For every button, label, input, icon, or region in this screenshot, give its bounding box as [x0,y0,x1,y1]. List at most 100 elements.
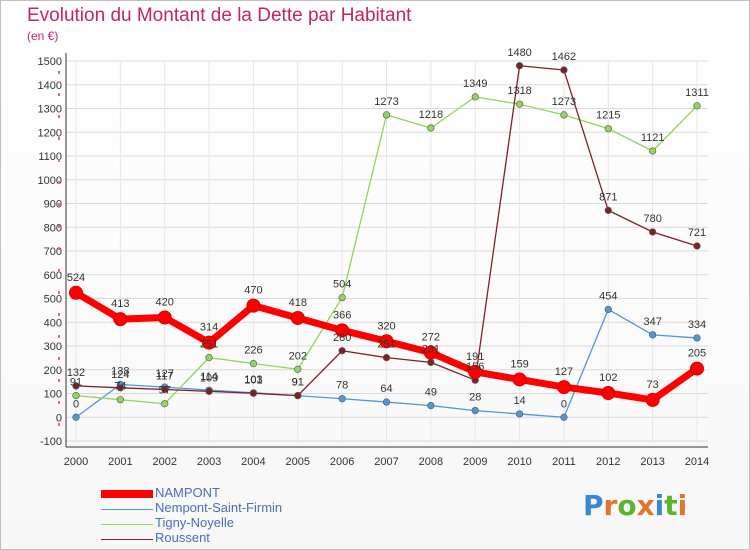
data-label: 504 [333,279,351,291]
data-point [290,310,305,325]
data-point [423,345,438,360]
data-label: 1349 [463,78,487,90]
y-tick-label: 700 [44,246,62,258]
data-label: 524 [67,272,85,284]
legend-swatch [101,524,153,525]
data-label: 1215 [596,110,620,122]
x-tick-label: 2011 [552,456,576,468]
y-tick-label: 1400 [38,80,62,92]
x-tick-label: 2004 [241,456,265,468]
data-label: 14 [513,395,525,407]
data-point [72,392,80,400]
data-point [338,347,346,355]
data-label: 334 [688,319,706,331]
data-point [116,384,124,392]
data-label: 127 [156,368,174,380]
logo-letter: x [636,489,655,522]
data-point [649,331,657,339]
data-label: 127 [555,366,573,378]
data-point [560,111,568,119]
data-point [382,398,391,406]
data-point [649,147,657,155]
data-label: 320 [377,320,395,332]
data-point [205,387,213,395]
y-tick-label: 800 [44,222,62,234]
data-point [382,111,391,119]
data-point [72,382,80,390]
data-label: 1121 [641,132,665,144]
data-label: 226 [244,345,262,357]
data-point [161,400,169,408]
data-point [335,323,350,338]
data-point [382,354,391,362]
data-point [116,396,124,404]
data-point [157,310,172,325]
x-tick-label: 2007 [374,456,398,468]
x-tick-label: 2001 [108,456,132,468]
data-label: 314 [200,322,218,334]
data-label: 780 [643,213,661,225]
data-point [338,293,346,302]
legend-label: Nempont-Saint-Firmin [155,500,283,515]
data-label: 91 [292,377,304,389]
data-label: 413 [111,298,129,310]
data-label: 101 [244,374,262,386]
data-point [294,365,302,373]
legend-swatch [101,539,153,540]
data-point [560,66,568,74]
x-tick-label: 2003 [197,456,221,468]
legend-swatch [101,490,153,498]
data-label: 202 [289,350,307,362]
x-tick-label: 2008 [419,456,443,468]
data-label: 191 [466,351,484,363]
data-label: 64 [380,383,392,395]
data-point [604,125,612,133]
data-point [471,407,479,415]
x-tick-label: 2000 [64,456,88,468]
y-tick-label: 400 [44,317,62,329]
data-label: 74 [114,381,126,393]
data-point [649,228,657,236]
y-tick-label: 1100 [38,151,62,163]
y-tick-label: -100 [40,436,62,448]
data-point [427,124,435,132]
y-tick-label: 300 [44,341,62,353]
data-point [601,386,616,401]
data-label: 78 [336,380,348,392]
data-label: 1218 [419,109,443,121]
data-label: 57 [159,385,171,397]
data-label: 231 [422,343,440,355]
data-label: 1311 [685,87,709,99]
y-tick-label: 600 [44,270,62,282]
data-label: 470 [244,285,262,297]
data-label: 871 [599,191,617,203]
data-point [560,413,568,421]
data-label: 721 [688,227,706,239]
data-label: 366 [333,309,351,321]
data-label: 205 [688,348,706,360]
data-point [246,298,261,313]
data-label: 159 [510,358,528,370]
data-label: 114 [200,371,218,383]
data-point [427,402,435,410]
data-point [515,410,524,418]
data-label: 1318 [507,85,531,97]
logo-letter: t [664,489,678,522]
logo-letter: o [617,489,637,522]
data-point [338,395,346,403]
y-tick-label: 900 [44,199,62,211]
x-tick-label: 2013 [640,456,664,468]
data-point [202,335,217,350]
data-label: 117 [156,370,174,382]
data-label: 28 [469,392,481,404]
logo-letter: r [603,489,618,522]
y-tick-label: 1200 [38,127,62,139]
x-tick-label: 2002 [152,456,176,468]
data-point [113,312,128,327]
y-tick-label: 1000 [38,175,62,187]
data-point [69,285,83,300]
data-point [645,392,660,407]
legend-label: Roussent [155,530,210,545]
data-label: 156 [466,361,484,373]
